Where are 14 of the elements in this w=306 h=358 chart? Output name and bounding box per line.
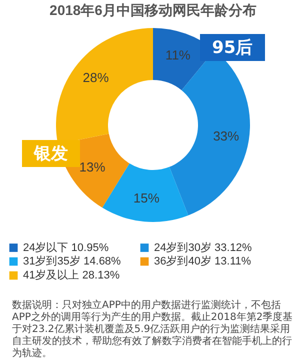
legend-label: 24岁到30岁 33.12%	[154, 242, 252, 254]
data-label: 11%	[165, 47, 191, 62]
data-label: 15%	[133, 190, 160, 206]
text: 银发	[22, 140, 80, 167]
legend-label: 36岁到40岁 13.11%	[154, 256, 252, 268]
text: 95后	[200, 34, 265, 61]
legend-label: 31岁到35岁 14.68%	[23, 256, 122, 268]
legend-label: 24岁以下 10.95%	[23, 240, 109, 254]
data-label: 33%	[213, 128, 240, 144]
legend-label: 41岁及以上 28.13%	[23, 268, 120, 282]
text: 数据说明：只对独立APP中的用户数据进行监测统计，不包括APP之外的调用等行为产生的用户数据。截止2018年第2季度基于对23.2亿累计装机覆盖及5.9亿活跃用户的行为监测结果采用自主研发的技术，帮助您有效了解数字消费者在智能手机上的行为轨迹。	[12, 300, 294, 358]
data-label: 13%	[79, 159, 106, 174]
data-label: 28%	[82, 70, 110, 86]
chart-title: 2018年6月中国移动网民年龄分布	[50, 2, 256, 18]
